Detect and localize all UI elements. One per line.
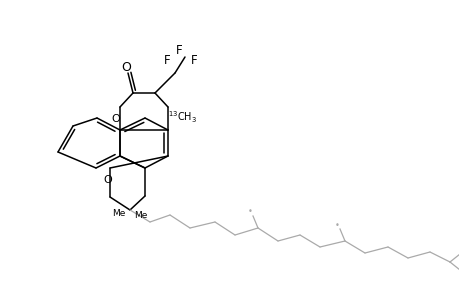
Text: •: • (334, 220, 339, 230)
Text: F: F (163, 53, 170, 67)
Text: •: • (247, 208, 252, 217)
Text: F: F (175, 44, 182, 56)
Text: O: O (112, 114, 120, 124)
Text: Me: Me (112, 208, 126, 217)
Text: Me: Me (134, 211, 147, 220)
Text: $^{13}$CH$_3$: $^{13}$CH$_3$ (168, 109, 196, 125)
Text: F: F (190, 53, 197, 67)
Text: O: O (103, 175, 112, 185)
Text: O: O (121, 61, 131, 74)
